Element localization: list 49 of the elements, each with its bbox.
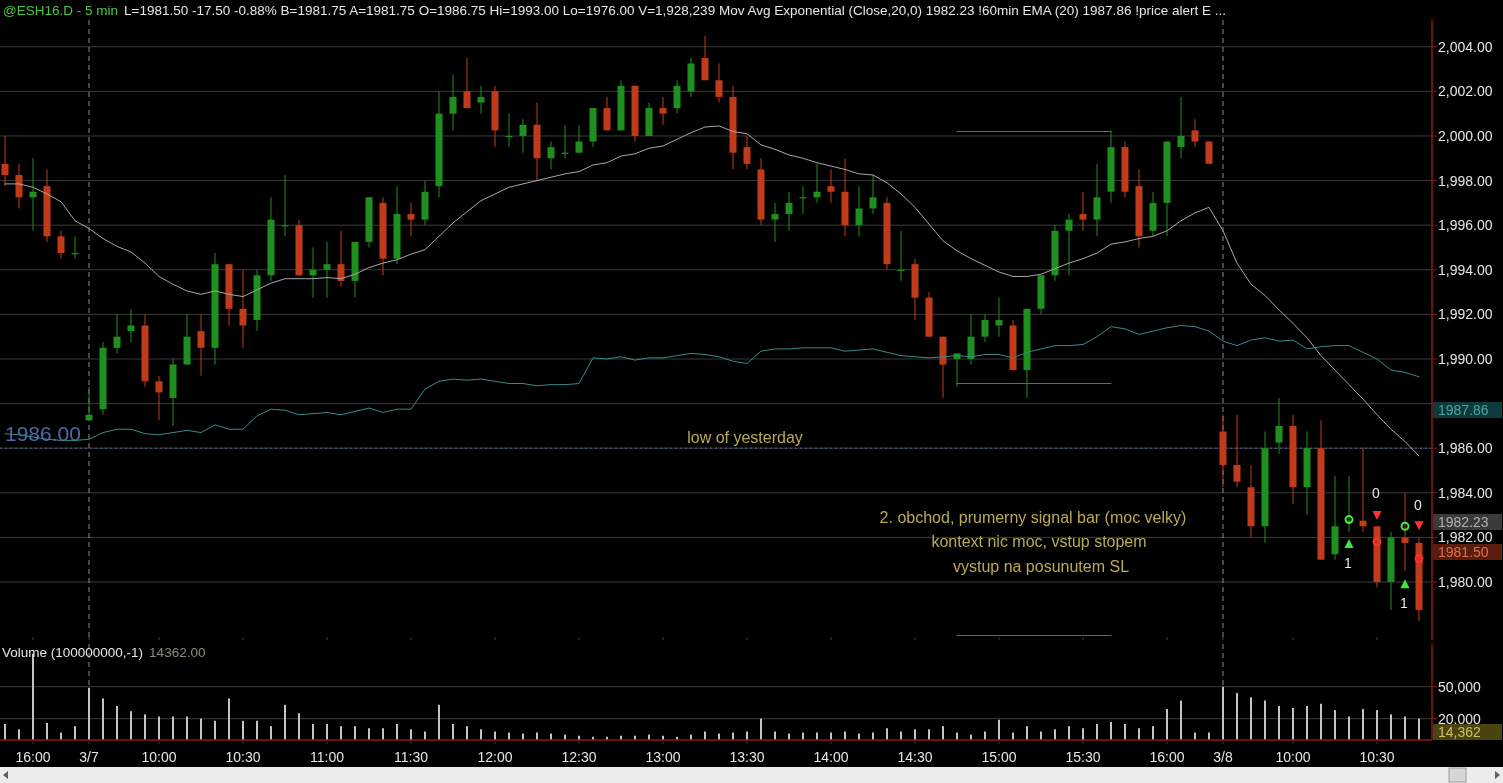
x-tick-label: 10:00 <box>141 749 177 765</box>
annotation: 0 <box>1372 485 1381 501</box>
annotation: kontext nic moc, vstup stopem <box>931 532 1147 550</box>
y-tick-label: 1,994.00 <box>1438 261 1493 278</box>
annotation: 0 <box>1414 497 1423 513</box>
y-tick-label: 2,004.00 <box>1438 38 1493 55</box>
text: 1982.23 <box>1438 514 1489 530</box>
y-tick-label: 1,984.00 <box>1438 484 1493 501</box>
annotation: low of yesterday <box>687 428 803 446</box>
x-tick-label: 11:30 <box>394 749 429 765</box>
y-tick-label: 50,000 <box>1438 678 1482 695</box>
text: 1987.86 <box>1438 402 1489 418</box>
x-tick-label: 15:00 <box>981 749 1017 765</box>
y-tick-label: 1,980.00 <box>1438 574 1493 591</box>
x-tick-label: 10:30 <box>225 749 261 765</box>
annotation: vystup na posunutem SL <box>952 557 1130 575</box>
x-tick-label: 13:30 <box>729 749 765 765</box>
x-tick-label: 15:30 <box>1065 749 1101 765</box>
x-tick-label: 14:00 <box>813 749 849 765</box>
x-tick-label: 3/8 <box>1213 749 1233 765</box>
chart-subtitle: 14362.00 <box>149 645 206 660</box>
annotation: 2. obchod, prumerny signal bar (moc velky) <box>879 508 1187 526</box>
y-tick-label: 1,992.00 <box>1438 306 1493 323</box>
x-tick-label: 16:00 <box>1149 749 1185 765</box>
text: 1981.50 <box>1438 544 1489 560</box>
y-tick-label: 2,000.00 <box>1438 127 1493 144</box>
x-tick-label: 10:00 <box>1275 749 1311 765</box>
y-tick-label: 2,002.00 <box>1438 83 1493 100</box>
y-tick-label: 1,996.00 <box>1438 217 1493 234</box>
y-tick-label: 1,986.00 <box>1438 440 1493 457</box>
x-tick-label: 14:30 <box>897 749 933 765</box>
x-tick-label: 11:00 <box>310 749 345 765</box>
x-tick-label: 13:00 <box>645 749 681 765</box>
x-tick-label: 3/7 <box>79 749 99 765</box>
annotation: 1 <box>1344 555 1353 571</box>
y-tick-label: 1,990.00 <box>1438 350 1493 367</box>
y-tick-label: 1,998.00 <box>1438 172 1493 189</box>
y-tick-label: 20,000 <box>1438 710 1482 727</box>
x-tick-label: 16:00 <box>15 749 51 765</box>
chart-subtitle: L=1981.50 -17.50 -0.88% B=1981.75 A=1981.75 O=1986.75 Hi=1993.00 Lo=1976.00 V=1,928,239 Mov Avg Exponential (Close,20,0) 1982.23 !60min EMA (20) 1987.86 !price alert E ... <box>124 3 1226 18</box>
x-tick-label: 12:30 <box>561 749 597 765</box>
x-tick-label: 12:00 <box>477 749 513 765</box>
y-tick-label: 1,982.00 <box>1438 529 1493 546</box>
x-tick-label: 10:30 <box>1359 749 1395 765</box>
annotation: 1 <box>1400 595 1409 611</box>
chart-title: Volume (100000000,-1) <box>2 645 144 660</box>
text: 14,362 <box>1438 724 1482 740</box>
ref-line-label: 1986.00 <box>5 422 81 446</box>
chart-title: @ESH16.D - 5 min <box>3 3 118 18</box>
